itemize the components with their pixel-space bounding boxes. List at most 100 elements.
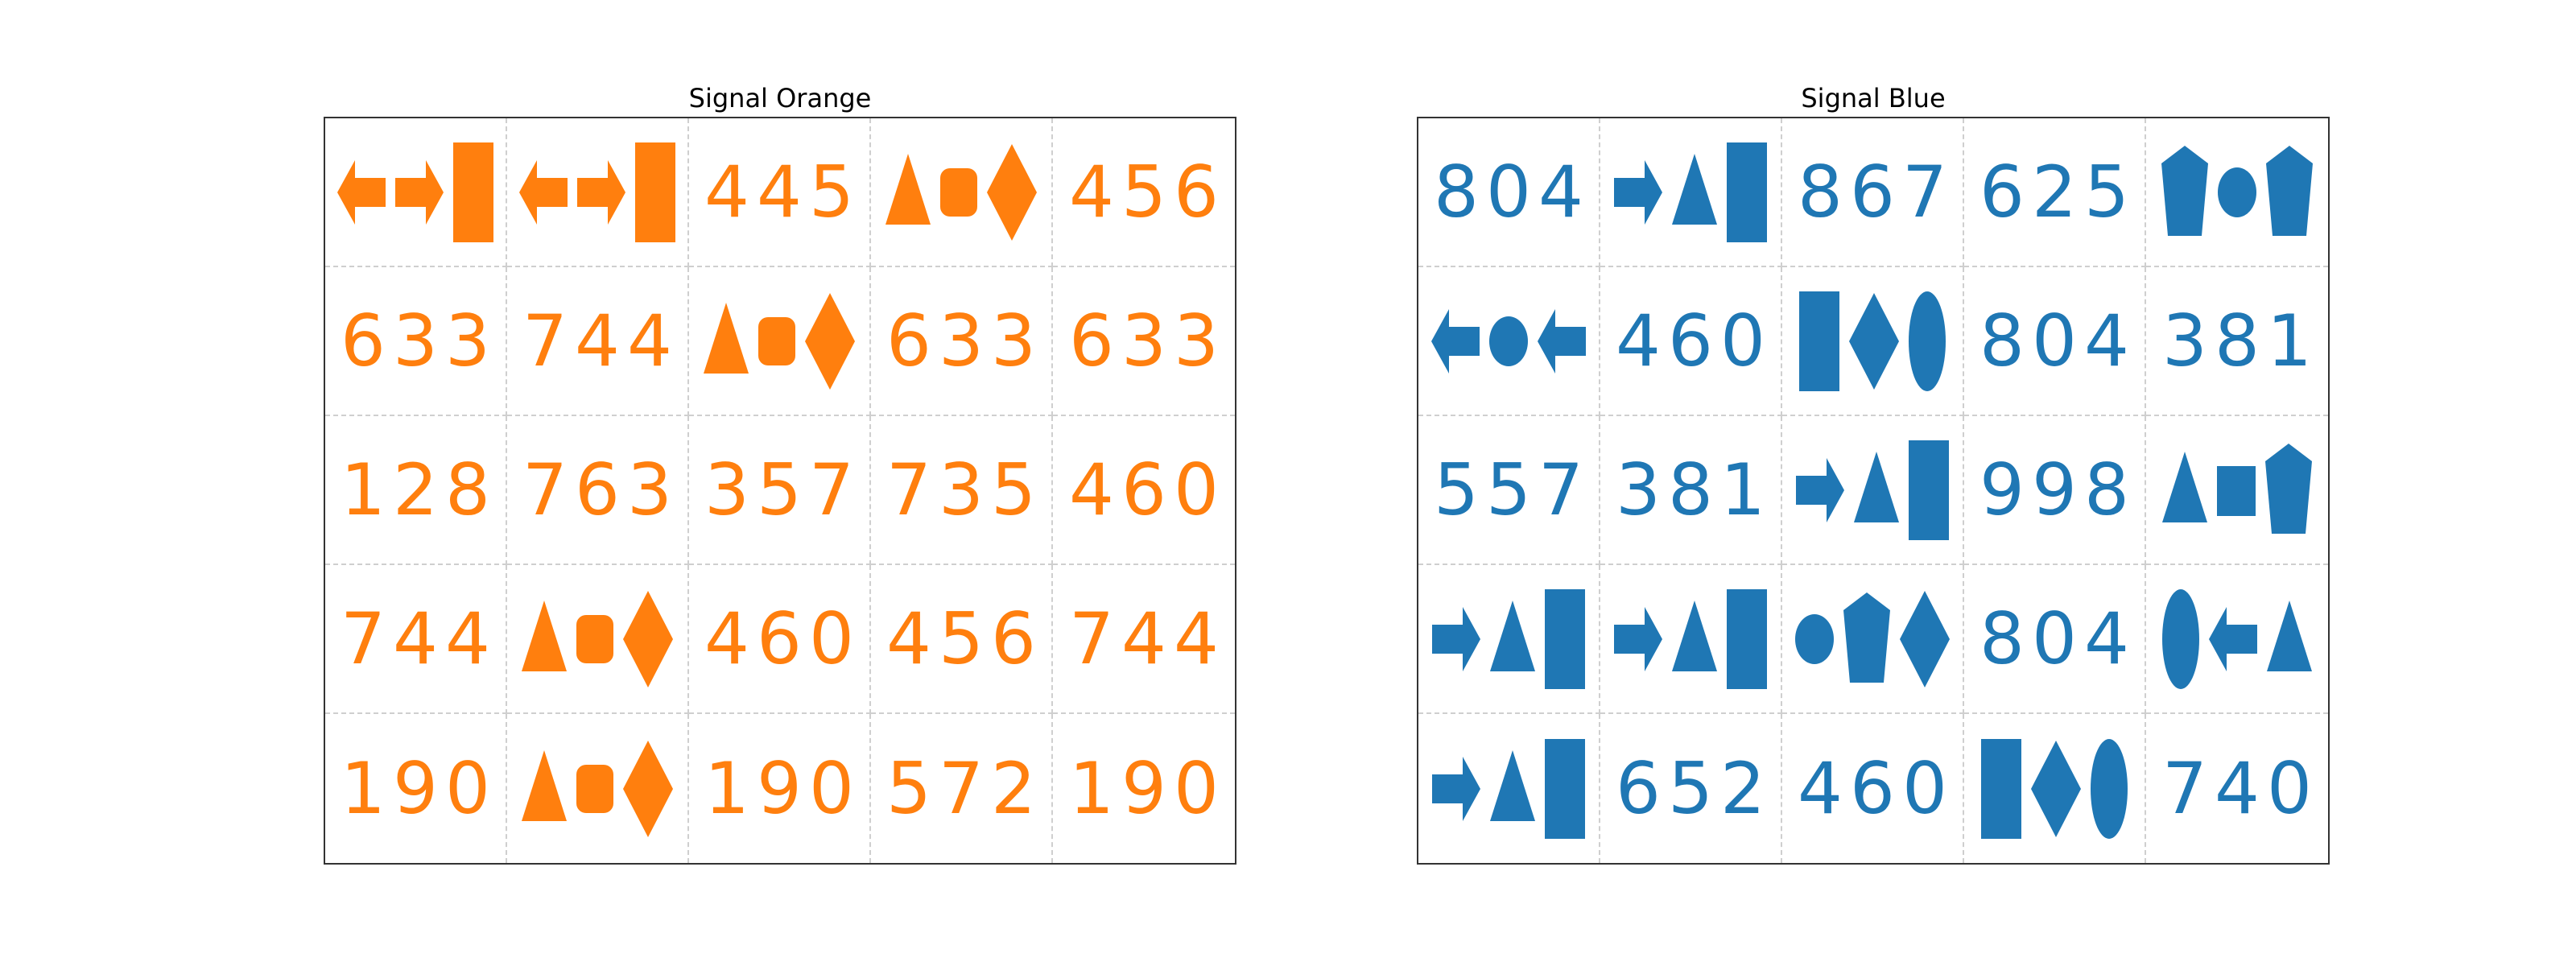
grid-cell: 763 bbox=[507, 416, 689, 565]
arrow-left-icon bbox=[1431, 308, 1480, 374]
diamond-icon bbox=[1849, 292, 1899, 390]
grid-cell: 867 bbox=[1782, 118, 1964, 267]
cell-number: 744 bbox=[1069, 597, 1226, 680]
grid-cell bbox=[1782, 565, 1964, 714]
signal-grid: 804 867 625 460 804 381 557 381 998 804 652 460 740 bbox=[1417, 117, 2330, 865]
pentagon-icon bbox=[2266, 145, 2313, 236]
rounded-square-icon bbox=[576, 614, 613, 663]
rounded-square-icon bbox=[576, 764, 613, 813]
grid-cell: 190 bbox=[689, 714, 871, 863]
icon-group bbox=[522, 590, 673, 687]
cell-number: 652 bbox=[1616, 746, 1773, 830]
cell-number: 633 bbox=[341, 299, 497, 382]
ellipse-icon bbox=[2091, 738, 2128, 839]
grid-cell: 804 bbox=[1964, 267, 2146, 416]
triangle-icon bbox=[1672, 600, 1717, 671]
icon-group bbox=[704, 292, 855, 390]
cell-number: 460 bbox=[704, 597, 861, 680]
arrow-right-icon bbox=[395, 159, 444, 225]
grid-cell bbox=[689, 267, 871, 416]
cell-number: 625 bbox=[1979, 150, 2136, 233]
rectangle-icon bbox=[635, 142, 675, 242]
grid-cell: 633 bbox=[871, 267, 1053, 416]
cell-number: 867 bbox=[1798, 150, 1955, 233]
rectangle-icon bbox=[1799, 291, 1839, 391]
grid-cell bbox=[1600, 118, 1782, 267]
grid-cell: 460 bbox=[1053, 416, 1235, 565]
cell-number: 804 bbox=[1979, 597, 2136, 680]
rectangle-icon bbox=[1727, 142, 1767, 242]
cell-number: 190 bbox=[704, 746, 861, 830]
grid-cell: 460 bbox=[1782, 714, 1964, 863]
icon-group bbox=[1796, 440, 1949, 540]
cell-number: 633 bbox=[886, 299, 1043, 382]
grid-cell: 633 bbox=[325, 267, 507, 416]
grid-cell: 357 bbox=[689, 416, 871, 565]
rectangle-icon bbox=[1545, 588, 1585, 689]
icon-group bbox=[1431, 308, 1586, 374]
cell-number: 190 bbox=[341, 746, 497, 830]
grid-cell: 190 bbox=[1053, 714, 1235, 863]
grid-cell bbox=[1964, 714, 2146, 863]
diamond-icon bbox=[987, 143, 1037, 241]
grid-cell: 460 bbox=[689, 565, 871, 714]
arrow-right-icon bbox=[577, 159, 625, 225]
grid-cell bbox=[1782, 416, 1964, 565]
pentagon-icon bbox=[1843, 592, 1890, 683]
pentagon-icon bbox=[2265, 443, 2312, 534]
grid-cell: 652 bbox=[1600, 714, 1782, 863]
cell-number: 740 bbox=[2162, 746, 2319, 830]
cell-number: 445 bbox=[704, 150, 861, 233]
triangle-icon bbox=[522, 600, 567, 671]
icon-group bbox=[1981, 738, 2128, 839]
cell-number: 460 bbox=[1616, 299, 1773, 382]
grid-cell: 128 bbox=[325, 416, 507, 565]
panel-title: Signal Blue bbox=[1801, 83, 1946, 114]
grid-cell: 381 bbox=[1600, 416, 1782, 565]
rounded-square-icon bbox=[940, 167, 977, 217]
grid-cell: 456 bbox=[871, 565, 1053, 714]
cell-number: 572 bbox=[886, 746, 1043, 830]
arrow-right-icon bbox=[1614, 606, 1662, 671]
grid-cell: 456 bbox=[1053, 118, 1235, 267]
cell-number: 763 bbox=[522, 448, 679, 531]
grid-cell bbox=[325, 118, 507, 267]
rounded-square-icon bbox=[758, 316, 795, 365]
cell-number: 456 bbox=[1069, 150, 1226, 233]
diamond-icon bbox=[805, 292, 855, 390]
icon-group bbox=[2162, 588, 2312, 689]
triangle-icon bbox=[1672, 153, 1717, 225]
rectangle-icon bbox=[1545, 738, 1585, 839]
arrow-left-icon bbox=[337, 159, 386, 225]
icon-group bbox=[337, 142, 493, 242]
circle-icon bbox=[1489, 316, 1528, 366]
cell-number: 128 bbox=[341, 448, 497, 531]
grid-cell bbox=[2146, 416, 2328, 565]
rectangle-icon bbox=[1727, 588, 1767, 689]
grid-cell: 740 bbox=[2146, 714, 2328, 863]
cell-number: 456 bbox=[886, 597, 1043, 680]
icon-group bbox=[2162, 443, 2312, 534]
panel-title: Signal Orange bbox=[688, 83, 872, 114]
triangle-icon bbox=[2162, 451, 2207, 522]
rectangle-icon bbox=[453, 142, 493, 242]
cell-number: 460 bbox=[1798, 746, 1955, 830]
diamond-icon bbox=[623, 740, 673, 837]
icon-group bbox=[1614, 142, 1767, 242]
diamond-icon bbox=[2031, 740, 2081, 837]
grid-cell bbox=[507, 714, 689, 863]
grid-cell: 744 bbox=[507, 267, 689, 416]
cell-number: 735 bbox=[886, 448, 1043, 531]
cell-number: 381 bbox=[2162, 299, 2319, 382]
cell-number: 804 bbox=[1979, 299, 2136, 382]
panel-signal-blue: Signal Blue 804 867 625 460 804 381 557 381 998 8… bbox=[1417, 0, 2330, 966]
grid-cell bbox=[1418, 267, 1600, 416]
icon-group bbox=[1432, 738, 1585, 839]
grid-cell bbox=[1600, 565, 1782, 714]
cell-number: 357 bbox=[704, 448, 861, 531]
cell-number: 381 bbox=[1616, 448, 1773, 531]
grid-cell: 625 bbox=[1964, 118, 2146, 267]
triangle-icon bbox=[1490, 600, 1535, 671]
grid-cell: 190 bbox=[325, 714, 507, 863]
cell-number: 744 bbox=[341, 597, 497, 680]
